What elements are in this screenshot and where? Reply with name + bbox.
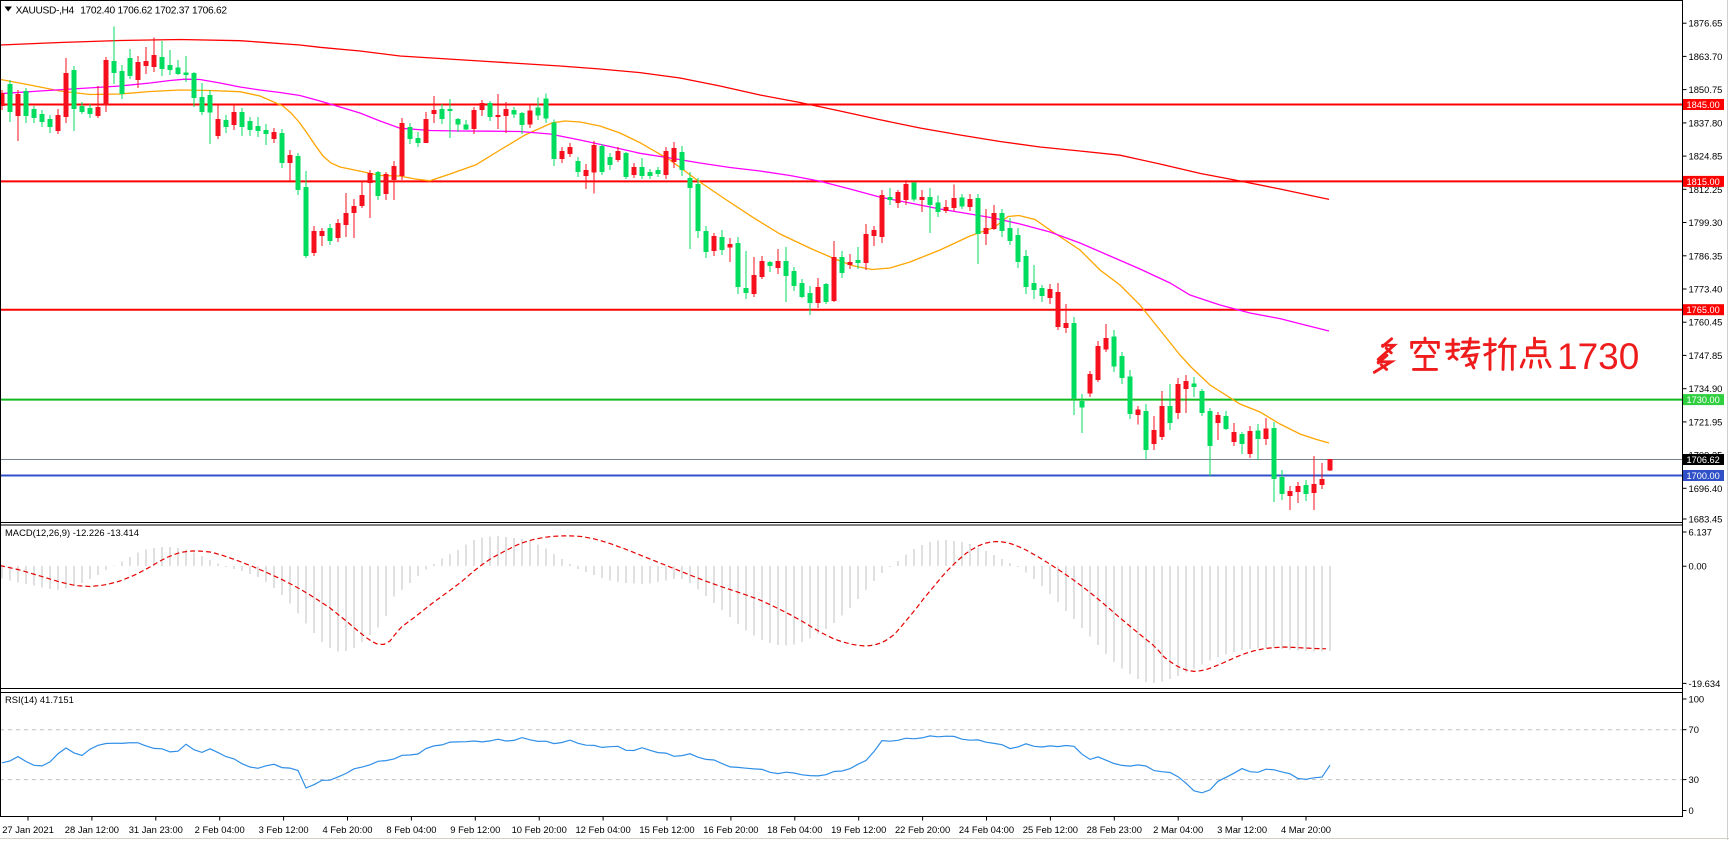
svg-text:1773.40: 1773.40	[1689, 284, 1723, 295]
svg-text:9 Feb 12:00: 9 Feb 12:00	[450, 824, 500, 835]
svg-text:XAUUSD-,H4: XAUUSD-,H4	[16, 6, 75, 17]
svg-text:1700.00: 1700.00	[1687, 471, 1720, 481]
svg-text:12 Feb 04:00: 12 Feb 04:00	[575, 824, 630, 835]
svg-text:1706.62: 1706.62	[1687, 455, 1720, 465]
svg-text:3 Feb 12:00: 3 Feb 12:00	[259, 824, 309, 835]
svg-text:1734.90: 1734.90	[1689, 383, 1723, 394]
svg-text:1824.85: 1824.85	[1689, 151, 1723, 162]
svg-text:15 Feb 12:00: 15 Feb 12:00	[639, 824, 694, 835]
svg-text:8 Feb 04:00: 8 Feb 04:00	[386, 824, 436, 835]
svg-text:1760.45: 1760.45	[1689, 317, 1723, 328]
svg-text:19 Feb 12:00: 19 Feb 12:00	[831, 824, 886, 835]
svg-text:1786.35: 1786.35	[1689, 250, 1723, 261]
svg-text:1812.25: 1812.25	[1689, 184, 1723, 195]
svg-text:31 Jan 23:00: 31 Jan 23:00	[129, 824, 183, 835]
svg-text:0: 0	[1689, 805, 1694, 816]
svg-text:28 Feb 23:00: 28 Feb 23:00	[1087, 824, 1142, 835]
svg-text:1876.65: 1876.65	[1689, 18, 1723, 29]
svg-text:25 Feb 12:00: 25 Feb 12:00	[1023, 824, 1078, 835]
svg-text:2 Mar 04:00: 2 Mar 04:00	[1153, 824, 1203, 835]
svg-text:1850.75: 1850.75	[1689, 84, 1723, 95]
svg-text:1702.40 1706.62 1702.37 1706.6: 1702.40 1706.62 1702.37 1706.62	[80, 6, 227, 17]
svg-text:0.00: 0.00	[1689, 561, 1707, 572]
svg-text:30: 30	[1689, 774, 1699, 785]
svg-text:RSI(14) 41.7151: RSI(14) 41.7151	[5, 694, 74, 705]
svg-text:3 Mar 12:00: 3 Mar 12:00	[1217, 824, 1267, 835]
svg-text:4 Mar 20:00: 4 Mar 20:00	[1281, 824, 1331, 835]
svg-text:28 Jan 12:00: 28 Jan 12:00	[65, 824, 119, 835]
svg-text:4 Feb 20:00: 4 Feb 20:00	[322, 824, 372, 835]
svg-text:22 Feb 20:00: 22 Feb 20:00	[895, 824, 950, 835]
svg-text:2 Feb 04:00: 2 Feb 04:00	[195, 824, 245, 835]
svg-text:-19.634: -19.634	[1689, 678, 1721, 689]
svg-text:1696.40: 1696.40	[1689, 483, 1723, 494]
svg-text:1730.00: 1730.00	[1687, 395, 1720, 405]
svg-text:6.137: 6.137	[1689, 527, 1712, 538]
svg-text:24 Feb 04:00: 24 Feb 04:00	[959, 824, 1014, 835]
svg-text:70: 70	[1689, 724, 1699, 735]
svg-text:MACD(12,26,9) -12.226 -13.414: MACD(12,26,9) -12.226 -13.414	[5, 527, 139, 538]
svg-text:1683.45: 1683.45	[1689, 514, 1723, 525]
svg-text:1747.85: 1747.85	[1689, 350, 1723, 361]
svg-text:18 Feb 04:00: 18 Feb 04:00	[767, 824, 822, 835]
svg-text:10 Feb 20:00: 10 Feb 20:00	[512, 824, 567, 835]
svg-text:1721.95: 1721.95	[1689, 416, 1723, 427]
svg-text:1799.30: 1799.30	[1689, 217, 1723, 228]
svg-text:16 Feb 20:00: 16 Feb 20:00	[703, 824, 758, 835]
svg-text:1845.00: 1845.00	[1687, 100, 1720, 110]
svg-text:1730: 1730	[1557, 336, 1639, 377]
svg-text:27 Jan 2021: 27 Jan 2021	[2, 824, 54, 835]
svg-text:1765.00: 1765.00	[1687, 305, 1720, 315]
svg-text:1863.70: 1863.70	[1689, 51, 1723, 62]
svg-text:1837.80: 1837.80	[1689, 117, 1723, 128]
svg-text:100: 100	[1689, 694, 1705, 705]
svg-text:1815.00: 1815.00	[1687, 177, 1720, 187]
